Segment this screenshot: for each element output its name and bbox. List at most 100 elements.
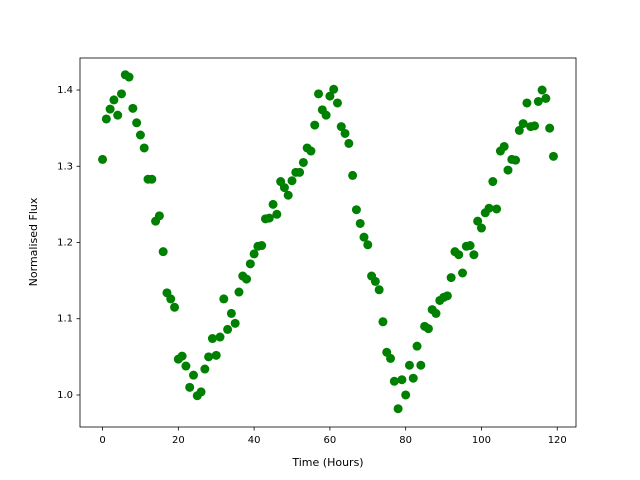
point — [287, 176, 297, 186]
point — [393, 404, 403, 414]
point — [211, 350, 221, 360]
point — [321, 110, 331, 120]
point — [219, 294, 229, 304]
x-tick-label: 60 — [324, 435, 337, 446]
point — [355, 218, 365, 228]
point — [336, 122, 346, 132]
point — [351, 205, 361, 215]
point — [245, 259, 255, 269]
point — [476, 223, 486, 233]
y-tick-label: 1.0 — [57, 390, 73, 401]
point — [446, 273, 456, 283]
x-tick-label: 120 — [548, 435, 567, 446]
point — [310, 120, 320, 130]
point — [340, 128, 350, 138]
point — [533, 96, 543, 106]
point — [230, 318, 240, 328]
point — [264, 213, 274, 223]
point — [200, 364, 210, 374]
point — [154, 211, 164, 221]
point — [499, 141, 509, 151]
point — [105, 104, 115, 114]
point — [469, 250, 479, 260]
point — [363, 240, 373, 250]
point — [98, 154, 108, 164]
point — [545, 123, 555, 133]
point — [295, 167, 305, 177]
point — [272, 209, 282, 219]
point — [314, 89, 324, 99]
point — [408, 373, 418, 383]
point — [511, 155, 521, 165]
y-tick-label: 1.2 — [57, 238, 73, 249]
point — [329, 84, 339, 94]
point — [139, 143, 149, 153]
x-tick-label: 20 — [172, 435, 185, 446]
point — [124, 72, 134, 82]
point — [207, 334, 217, 344]
point — [348, 170, 358, 180]
point — [530, 121, 540, 131]
point — [401, 390, 411, 400]
point — [514, 125, 524, 135]
point — [412, 341, 422, 351]
x-tick-label: 100 — [472, 435, 491, 446]
point — [541, 93, 551, 103]
point — [404, 360, 414, 370]
point — [370, 276, 380, 286]
x-tick-label: 0 — [99, 435, 105, 446]
point — [374, 285, 384, 295]
point — [306, 146, 316, 156]
point — [503, 165, 513, 175]
point — [204, 352, 214, 362]
x-tick-label: 40 — [248, 435, 261, 446]
y-axis-label: Normalised Flux — [27, 197, 40, 286]
point — [431, 308, 441, 318]
point — [344, 138, 354, 148]
point — [465, 241, 475, 251]
point — [458, 268, 468, 278]
point — [389, 376, 399, 386]
point — [454, 250, 464, 260]
point — [298, 157, 308, 167]
point — [488, 177, 498, 187]
point — [325, 91, 335, 101]
point — [166, 294, 176, 304]
point — [359, 232, 369, 242]
point — [416, 360, 426, 370]
point — [181, 361, 191, 371]
x-tick-label: 80 — [399, 435, 412, 446]
point — [268, 199, 278, 209]
point — [548, 151, 558, 161]
y-tick-label: 1.3 — [57, 161, 73, 172]
y-tick-label: 1.4 — [57, 85, 73, 96]
point — [242, 274, 252, 284]
point — [537, 85, 547, 95]
point — [332, 98, 342, 108]
point — [215, 332, 225, 342]
point — [522, 98, 532, 108]
point — [484, 203, 494, 213]
point — [492, 204, 502, 214]
point — [116, 89, 126, 99]
point — [378, 317, 388, 327]
point — [158, 247, 168, 257]
point — [196, 387, 206, 397]
point — [109, 95, 119, 105]
point — [147, 174, 157, 184]
point — [226, 308, 236, 318]
point — [473, 216, 483, 226]
point — [234, 287, 244, 297]
point — [386, 353, 396, 363]
point — [135, 130, 145, 140]
point — [170, 302, 180, 312]
y-tick-label: 1.1 — [57, 314, 73, 325]
point — [442, 291, 452, 301]
point — [397, 375, 407, 385]
point — [283, 190, 293, 200]
x-axis-label: Time (Hours) — [291, 456, 363, 469]
point — [113, 110, 123, 120]
point — [518, 119, 528, 129]
point — [279, 183, 289, 193]
point — [257, 241, 267, 251]
